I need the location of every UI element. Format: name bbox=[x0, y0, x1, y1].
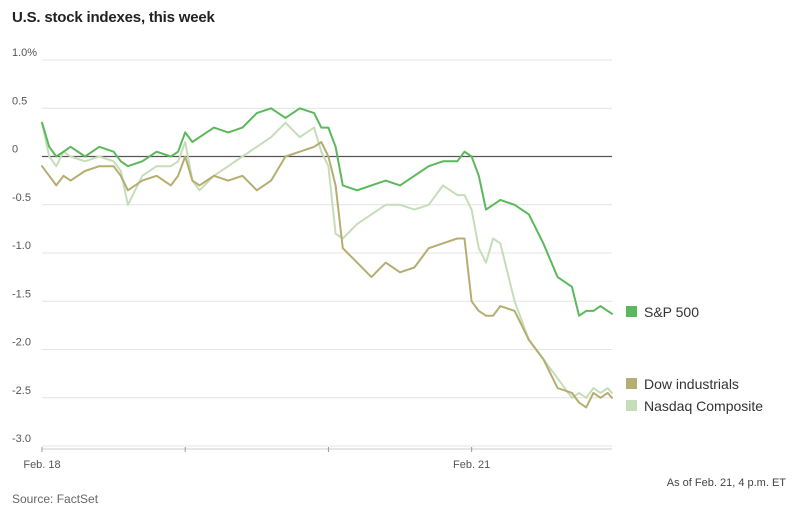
timestamp-note: As of Feb. 21, 4 p.m. ET bbox=[666, 477, 786, 489]
series-line-dow-industrials bbox=[41, 141, 613, 409]
y-tick-label: -0.5 bbox=[12, 192, 31, 204]
legend-label: S&P 500 bbox=[644, 304, 699, 320]
gridlines bbox=[41, 59, 612, 452]
y-tick-label: -1.0 bbox=[12, 240, 31, 252]
x-tick-label: Feb. 18 bbox=[23, 459, 60, 471]
series-line-nasdaq-composite bbox=[41, 121, 613, 399]
series-line-s-p-500 bbox=[41, 107, 613, 317]
series-lines bbox=[41, 107, 613, 409]
y-tick-label: -1.5 bbox=[12, 288, 31, 300]
y-tick-label: 0 bbox=[12, 144, 18, 156]
y-tick-label: -2.5 bbox=[12, 385, 31, 397]
y-tick-label: 0.5 bbox=[12, 95, 27, 107]
legend: S&P 500 Dow industrials Nasdaq Composite bbox=[626, 304, 763, 414]
y-tick-label: 1.0% bbox=[12, 47, 37, 59]
source-note: Source: FactSet bbox=[12, 492, 99, 506]
legend-label: Dow industrials bbox=[644, 376, 739, 392]
y-tick-label: -3.0 bbox=[12, 433, 31, 445]
y-tick-label: -2.0 bbox=[12, 337, 31, 349]
chart-title: U.S. stock indexes, this week bbox=[12, 9, 215, 26]
legend-swatch bbox=[626, 378, 637, 389]
y-axis-tick-labels: 1.0% 0.5 0 -0.5 -1.0 -1.5 -2.0 -2.5 -3.0 bbox=[12, 47, 37, 445]
x-axis-tick-labels: Feb. 18 Feb. 21 bbox=[23, 459, 490, 471]
legend-swatch bbox=[626, 306, 637, 317]
x-tick-label: Feb. 21 bbox=[453, 459, 490, 471]
legend-label: Nasdaq Composite bbox=[644, 398, 763, 414]
legend-swatch bbox=[626, 400, 637, 411]
